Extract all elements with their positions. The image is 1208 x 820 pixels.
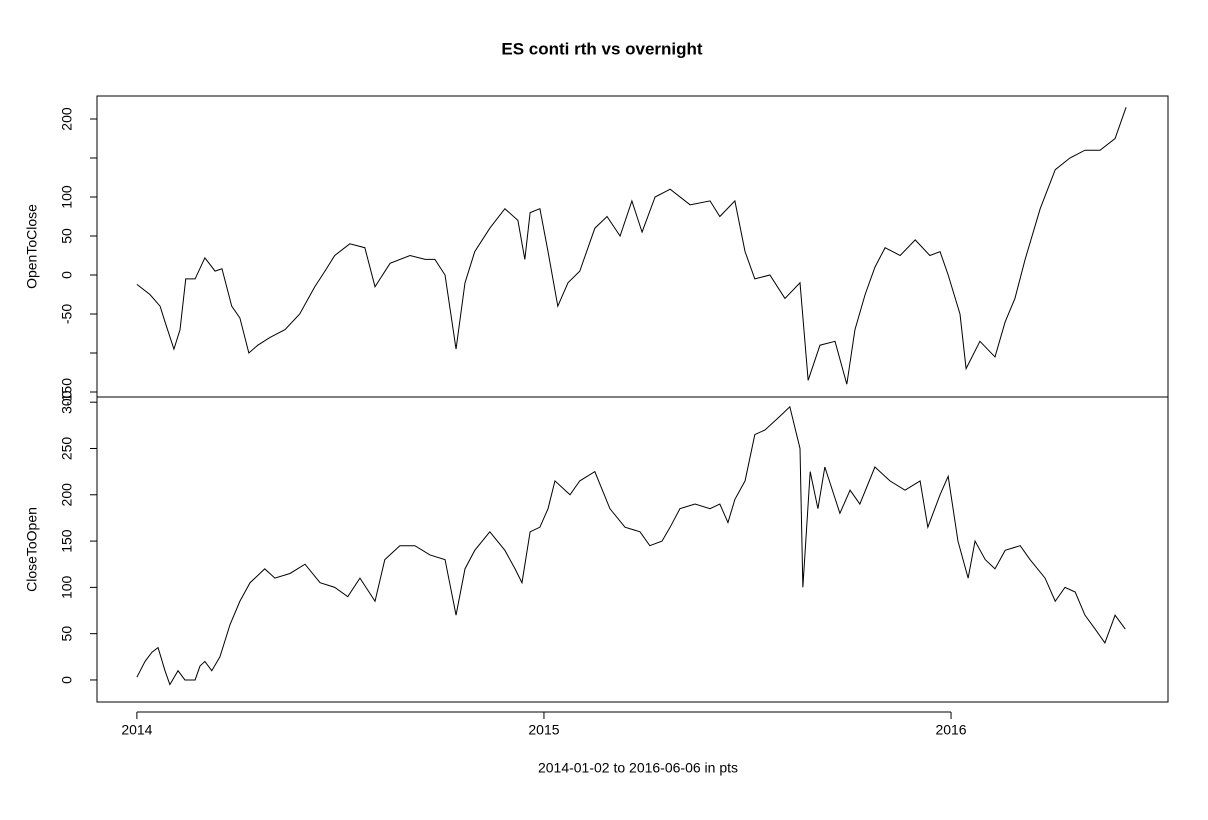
y-tick-label: 100 [59,575,75,599]
y-axis-label: OpenToClose [24,204,40,289]
y-tick-label: -50 [59,304,75,324]
y-tick-label: 250 [59,437,75,461]
y-tick-label: 150 [59,529,75,553]
y-tick-label: 200 [59,107,75,131]
x-tick-label: 2014 [121,722,152,738]
chart-title: ES conti rth vs overnight [501,39,703,58]
y-axis-label: CloseToOpen [24,507,40,592]
y-tick-label: 200 [59,483,75,507]
y-tick-label: 50 [59,228,75,244]
series-line [136,405,1126,686]
y-tick-label: 50 [59,626,75,642]
y-tick-label: 0 [59,676,75,684]
y-tick-label: 300 [59,390,75,414]
y-tick-label: -150 [59,378,75,406]
panel-frame [96,396,1169,703]
x-tick-label: 2015 [528,722,559,738]
series-line [136,107,1127,385]
x-tick-label: 2016 [935,722,966,738]
y-tick-label: 100 [59,185,75,209]
y-tick-label: 0 [59,271,75,279]
x-axis-label: 2014-01-02 to 2016-06-06 in pts [538,760,738,776]
